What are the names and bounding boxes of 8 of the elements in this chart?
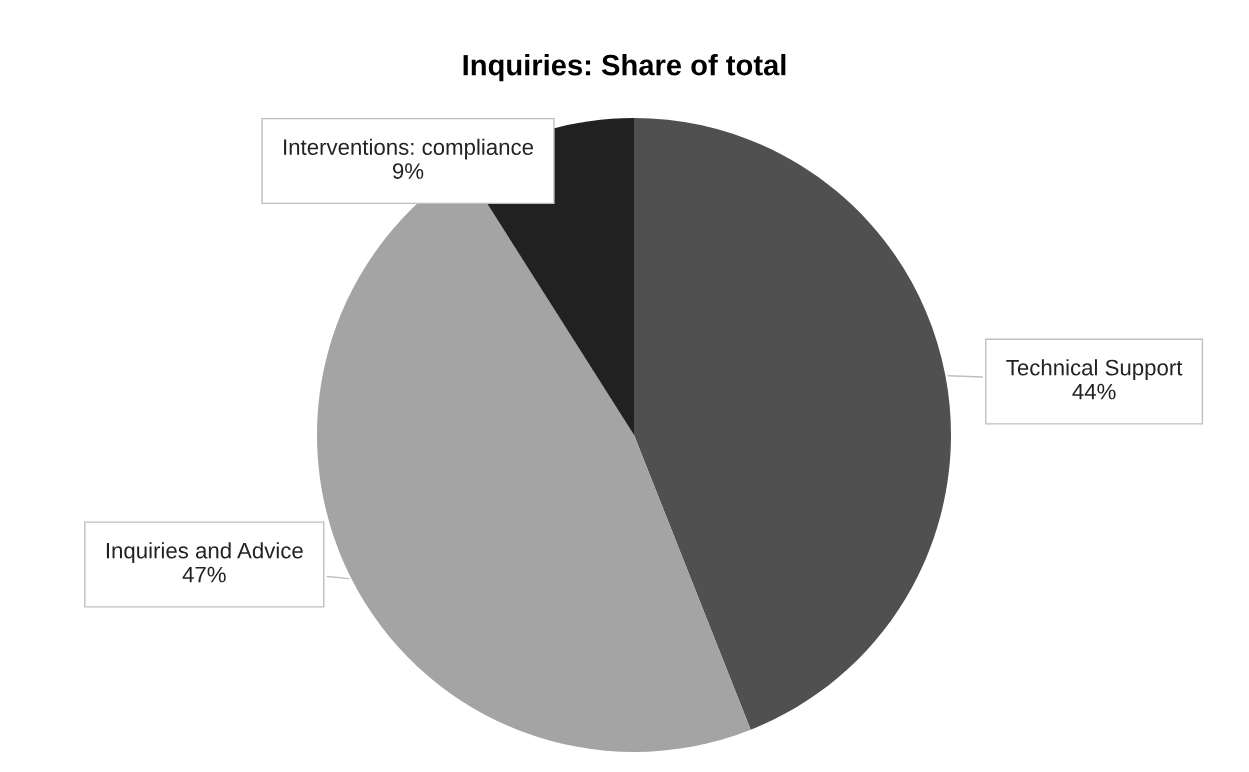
chart-title: Inquiries: Share of total <box>463 54 786 82</box>
data-label: 44% <box>1072 383 1116 400</box>
data-label: 47% <box>182 566 226 583</box>
slice-label: Technical Support <box>1006 359 1183 380</box>
pie-slice <box>634 117 951 730</box>
slice-label: Interventions: compliance <box>284 138 534 160</box>
slice-label: Inquiries and Advice <box>106 542 303 563</box>
data-label: 9% <box>392 163 424 179</box>
